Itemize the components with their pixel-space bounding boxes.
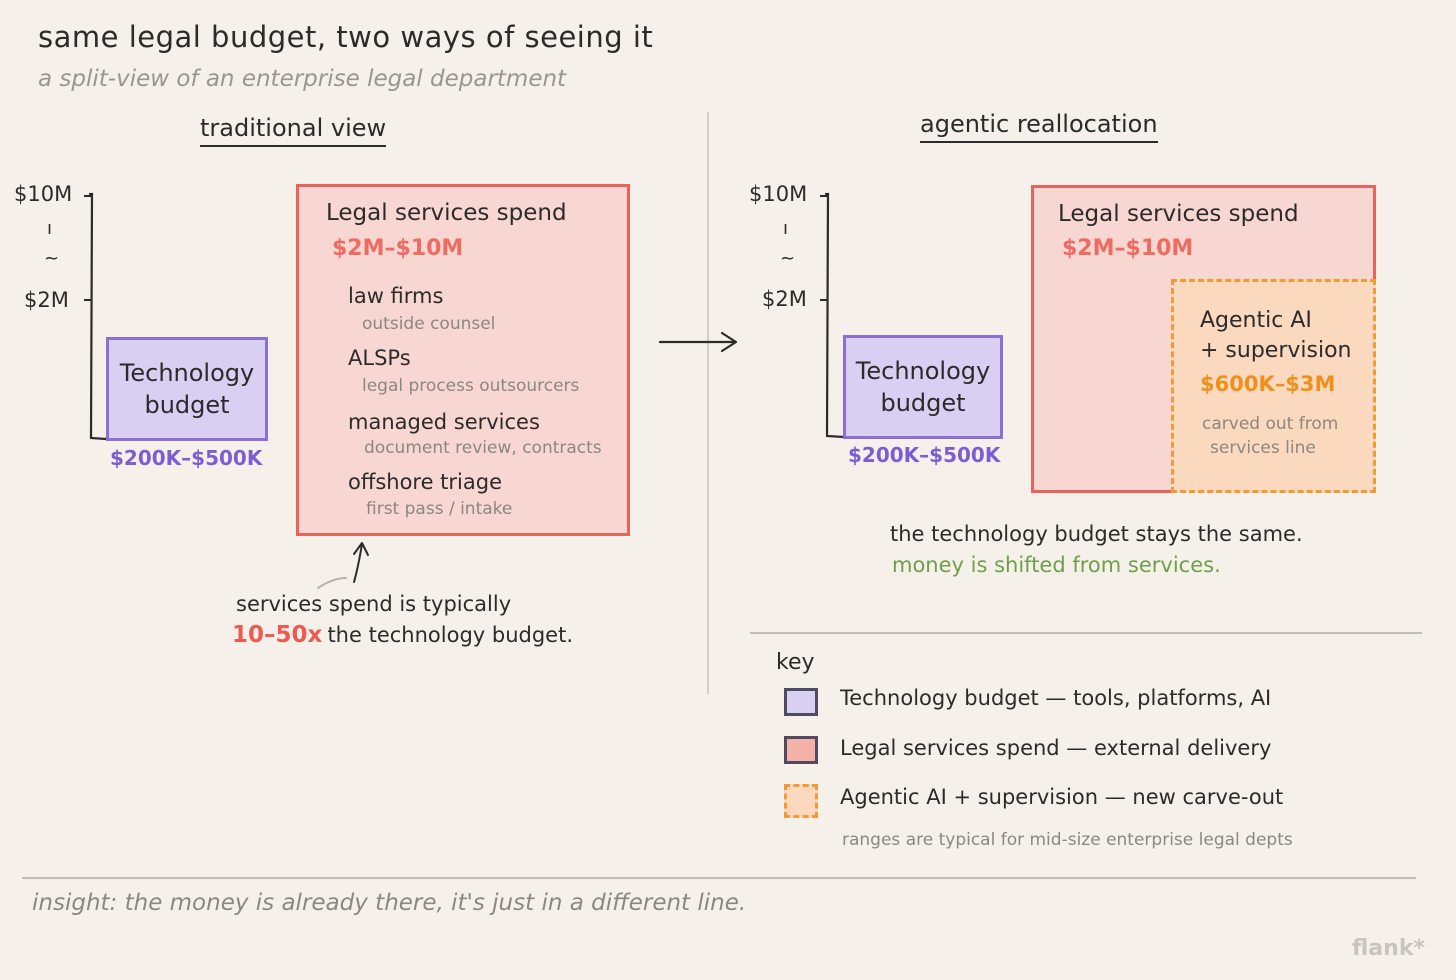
traditional-technology-box: Technology budget [106, 337, 268, 441]
service-item-detail: document review, contracts [364, 438, 602, 458]
insight-text: insight: the money is already there, it'… [32, 890, 747, 916]
traditional-axis-break: ~ [44, 248, 60, 269]
service-item-name: law firms [348, 284, 444, 308]
key-technology-swatch [784, 688, 818, 716]
traditional-axis-tick: ı [47, 218, 53, 239]
key-technology-text: Technology budget — tools, platforms, AI [840, 686, 1272, 710]
service-item-name: offshore triage [348, 470, 503, 494]
service-item-name: ALSPs [348, 346, 411, 370]
carve-out-note1: carved out from [1202, 414, 1339, 434]
annotation-line2-text: the technology budget. [327, 623, 574, 647]
traditional-legal-services-box [296, 184, 630, 536]
vertical-divider [707, 112, 709, 694]
carve-out-range: $600K–$3M [1200, 372, 1336, 396]
service-item-detail: legal process outsourcers [362, 376, 580, 396]
key-legal-swatch [784, 736, 818, 764]
agentic-axis-break: ~ [780, 248, 796, 269]
service-item-detail: first pass / intake [366, 499, 513, 519]
key-heading: key [776, 650, 815, 675]
agentic-legal-title: Legal services spend [1058, 201, 1299, 227]
agentic-carve-out-box [1171, 279, 1376, 493]
traditional-axis-top-label: $10M [14, 182, 73, 206]
annotation-emphasis: 10–50x [232, 622, 323, 648]
page-subtitle: a split-view of an enterprise legal depa… [38, 66, 567, 92]
agentic-axis-tick: ı [783, 218, 789, 239]
carve-out-line1: Agentic AI [1200, 308, 1312, 333]
key-agentic-swatch [784, 784, 818, 818]
technology-box-line1: Technology [855, 357, 991, 385]
traditional-view-heading: traditional view [200, 114, 387, 147]
agentic-axis-top-label: $10M [749, 182, 808, 206]
agentic-axis-bottom-label: $2M [762, 287, 807, 311]
page-title: same legal budget, two ways of seeing it [38, 20, 654, 54]
key-legal-text: Legal services spend — external delivery [840, 736, 1272, 760]
key-agentic-text: Agentic AI + supervision — new carve-out [840, 785, 1284, 809]
agentic-legal-range: $2M–$10M [1062, 236, 1194, 261]
agentic-technology-range: $200K–$500K [848, 443, 1001, 467]
key-note: ranges are typical for mid-size enterpri… [842, 830, 1293, 850]
footer-divider [22, 877, 1416, 879]
annotation-arrow-icon [317, 542, 369, 589]
key-divider [750, 632, 1422, 634]
transition-arrow-icon [658, 331, 738, 353]
agentic-technology-box: Technology budget [843, 335, 1003, 439]
traditional-axis-bottom-label: $2M [24, 288, 69, 312]
technology-box-line2: budget [880, 389, 966, 417]
agentic-axis-line [820, 192, 846, 439]
agentic-summary-line1: the technology budget stays the same. [890, 522, 1303, 546]
brand-watermark: flank* [1352, 936, 1425, 961]
annotation-line1: services spend is typically [236, 592, 512, 616]
traditional-technology-range: $200K–$500K [110, 446, 263, 470]
technology-box-line1: Technology [119, 359, 255, 387]
traditional-legal-title: Legal services spend [326, 200, 567, 226]
annotation-line2: 10–50x the technology budget. [232, 622, 573, 648]
technology-box-line2: budget [144, 391, 230, 419]
carve-out-note2: services line [1210, 438, 1316, 458]
traditional-axis-line [84, 192, 108, 441]
carve-out-line2: + supervision [1200, 338, 1352, 363]
agentic-summary-line2: money is shifted from services. [892, 553, 1221, 577]
agentic-view-heading: agentic reallocation [920, 110, 1158, 143]
service-item-name: managed services [348, 410, 540, 434]
service-item-detail: outside counsel [362, 314, 496, 334]
traditional-legal-range: $2M–$10M [332, 236, 464, 261]
